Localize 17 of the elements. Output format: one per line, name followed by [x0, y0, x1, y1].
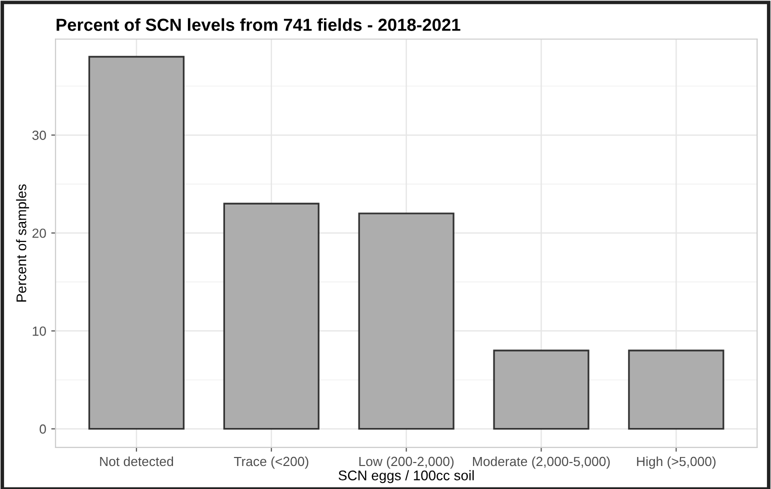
chart-title: Percent of SCN levels from 741 fields - 2018-2021: [56, 18, 460, 31]
x-tick-label: High (>5,000): [637, 456, 716, 469]
x-tick-label: Moderate (2,000-5,000): [473, 456, 610, 469]
x-axis-title: SCN eggs / 100cc soil: [338, 470, 474, 484]
y-tick-label: 20: [32, 228, 46, 238]
bar: [223, 202, 320, 430]
bar: [493, 350, 590, 430]
x-tick-label: Not detected: [100, 456, 174, 466]
bar: [628, 350, 724, 430]
x-tick-label: Trace (<200): [234, 456, 308, 469]
x-tick-label: Low (200-2,000): [359, 456, 454, 469]
y-tick-label: 10: [32, 326, 46, 336]
y-tick-label: 30: [32, 130, 46, 140]
y-tick-label: 0: [40, 424, 46, 434]
bar: [358, 212, 454, 430]
bar: [88, 56, 185, 430]
y-axis-title: Percent of samples: [16, 184, 30, 302]
